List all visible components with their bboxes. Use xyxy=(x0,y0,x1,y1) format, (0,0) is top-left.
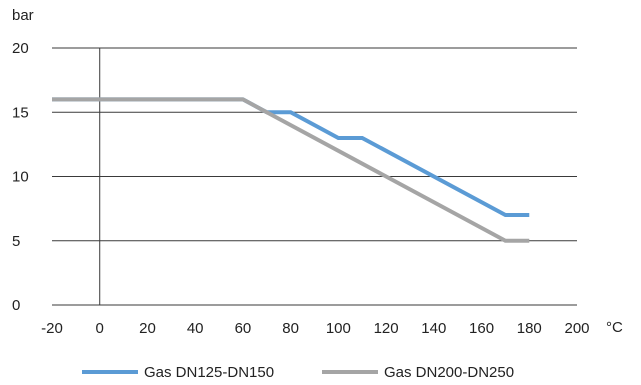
tick-labels: 0 5 10 15 20 -20 0 20 40 60 80 100 120 140 160 180 200 xyxy=(12,40,590,337)
x-tick-label: 180 xyxy=(517,320,542,337)
x-tick-label: 100 xyxy=(326,320,351,337)
data-series xyxy=(52,97,530,243)
x-tick-label: 80 xyxy=(282,320,299,337)
y-tick-label: 10 xyxy=(12,169,29,186)
x-axis-unit-label: °C xyxy=(606,319,623,336)
series-line-2 xyxy=(52,97,530,243)
x-tick-label: 160 xyxy=(469,320,494,337)
y-tick-label: 0 xyxy=(12,297,20,314)
x-tick-label: 20 xyxy=(139,320,156,337)
y-tick-label: 15 xyxy=(12,104,29,121)
x-tick-label: 120 xyxy=(374,320,399,337)
axis-units: bar °C xyxy=(12,7,623,336)
x-tick-label: 0 xyxy=(96,320,104,337)
series-line-1 xyxy=(52,97,530,218)
legend-label-2: Gas DN200-DN250 xyxy=(384,364,514,381)
legend: Gas DN125-DN150 Gas DN200-DN250 xyxy=(82,364,514,381)
axes xyxy=(52,48,577,306)
grid-lines xyxy=(52,47,577,242)
x-tick-label: 40 xyxy=(187,320,204,337)
x-tick-label: 140 xyxy=(421,320,446,337)
y-tick-label: 20 xyxy=(12,40,29,57)
x-tick-label: -20 xyxy=(41,320,63,337)
y-tick-label: 5 xyxy=(12,233,20,250)
x-tick-label: 60 xyxy=(235,320,252,337)
legend-label-1: Gas DN125-DN150 xyxy=(144,364,274,381)
y-axis-unit-label: bar xyxy=(12,7,34,24)
x-tick-label: 200 xyxy=(564,320,589,337)
